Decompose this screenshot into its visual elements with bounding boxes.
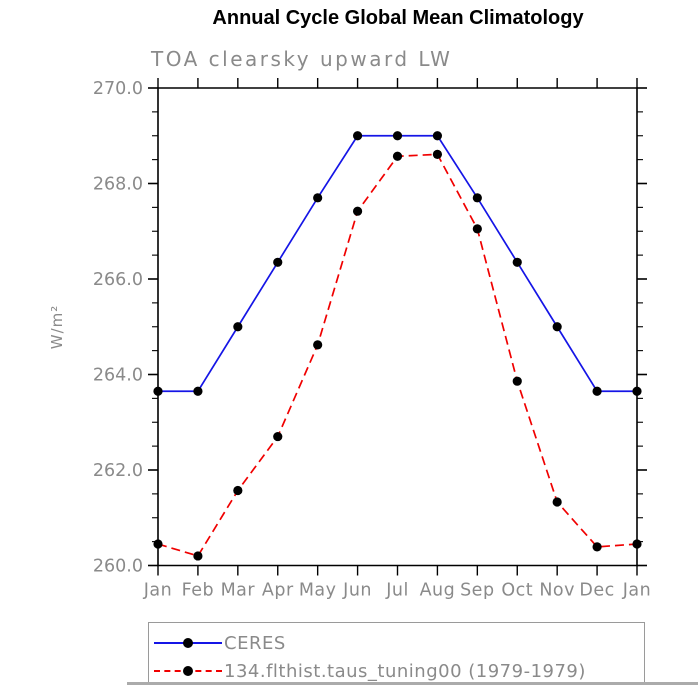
legend-item-ceres: CERES: [149, 629, 644, 657]
svg-text:262.0: 262.0: [93, 461, 143, 481]
data-point: [233, 485, 243, 496]
data-point: [193, 386, 203, 396]
data-point: [592, 386, 602, 396]
y-axis-tick-labels: 260.0 262.0 264.0 266.0 268.0 270.0: [93, 79, 143, 577]
data-point: [632, 386, 642, 396]
bottom-divider: [127, 682, 698, 685]
data-point: [552, 322, 562, 332]
svg-text:Oct: Oct: [501, 581, 533, 601]
marker-dot-icon: [183, 638, 193, 648]
data-point: [592, 542, 602, 552]
svg-text:268.0: 268.0: [93, 175, 143, 195]
svg-text:Jan: Jan: [143, 581, 172, 601]
marker-dot-icon: [183, 666, 193, 676]
svg-text:264.0: 264.0: [93, 366, 143, 386]
chart-title: Annual Cycle Global Mean Climatology: [212, 7, 584, 29]
svg-text:Jun: Jun: [342, 581, 372, 601]
ceres-line-sample: [154, 638, 222, 648]
series-model: [153, 149, 642, 561]
svg-text:Jan: Jan: [622, 581, 651, 601]
y-axis-ticks: [148, 87, 647, 567]
data-point: [552, 497, 562, 507]
data-point: [632, 539, 642, 549]
model-line-sample: [154, 666, 222, 676]
data-point: [153, 539, 163, 549]
data-point: [153, 386, 163, 396]
svg-text:Aug: Aug: [420, 581, 456, 601]
legend-label-model: 134.flthist.taus_tuning00 (1979-1979): [224, 660, 586, 682]
data-point: [472, 193, 482, 203]
data-point: [273, 431, 283, 442]
data-point: [512, 376, 522, 386]
svg-text:260.0: 260.0: [93, 557, 143, 577]
chart-subtitle: TOA clearsky upward LW: [151, 47, 453, 71]
x-axis-tick-labels: Jan Feb Mar Apr May Jun Jul Aug Sep Oct Nov Dec Jan: [143, 581, 651, 601]
data-point: [392, 131, 403, 141]
data-point: [313, 193, 323, 203]
svg-text:Sep: Sep: [460, 581, 494, 601]
data-point: [472, 224, 482, 234]
series-ceres: [153, 131, 642, 396]
data-point: [352, 206, 363, 216]
data-point: [392, 151, 403, 161]
data-point: [432, 149, 443, 159]
legend-label-ceres: CERES: [224, 632, 286, 654]
svg-text:Apr: Apr: [262, 581, 294, 601]
data-point: [352, 131, 363, 141]
svg-text:Nov: Nov: [539, 581, 575, 601]
data-point: [313, 340, 323, 350]
svg-text:Jul: Jul: [385, 581, 409, 601]
svg-text:270.0: 270.0: [93, 79, 143, 99]
legend: CERES 134.flthist.taus_tuning00 (1979-19…: [148, 622, 645, 684]
svg-text:266.0: 266.0: [93, 270, 143, 290]
legend-item-model: 134.flthist.taus_tuning00 (1979-1979): [149, 657, 644, 685]
data-point: [233, 322, 243, 332]
data-point: [193, 551, 203, 561]
svg-text:Dec: Dec: [579, 581, 614, 601]
data-point: [512, 257, 522, 267]
data-point: [432, 131, 443, 141]
svg-text:Mar: Mar: [221, 581, 256, 601]
svg-text:May: May: [299, 581, 337, 601]
x-axis-ticks: [157, 78, 638, 576]
data-point: [273, 257, 283, 267]
svg-text:Feb: Feb: [182, 581, 214, 601]
